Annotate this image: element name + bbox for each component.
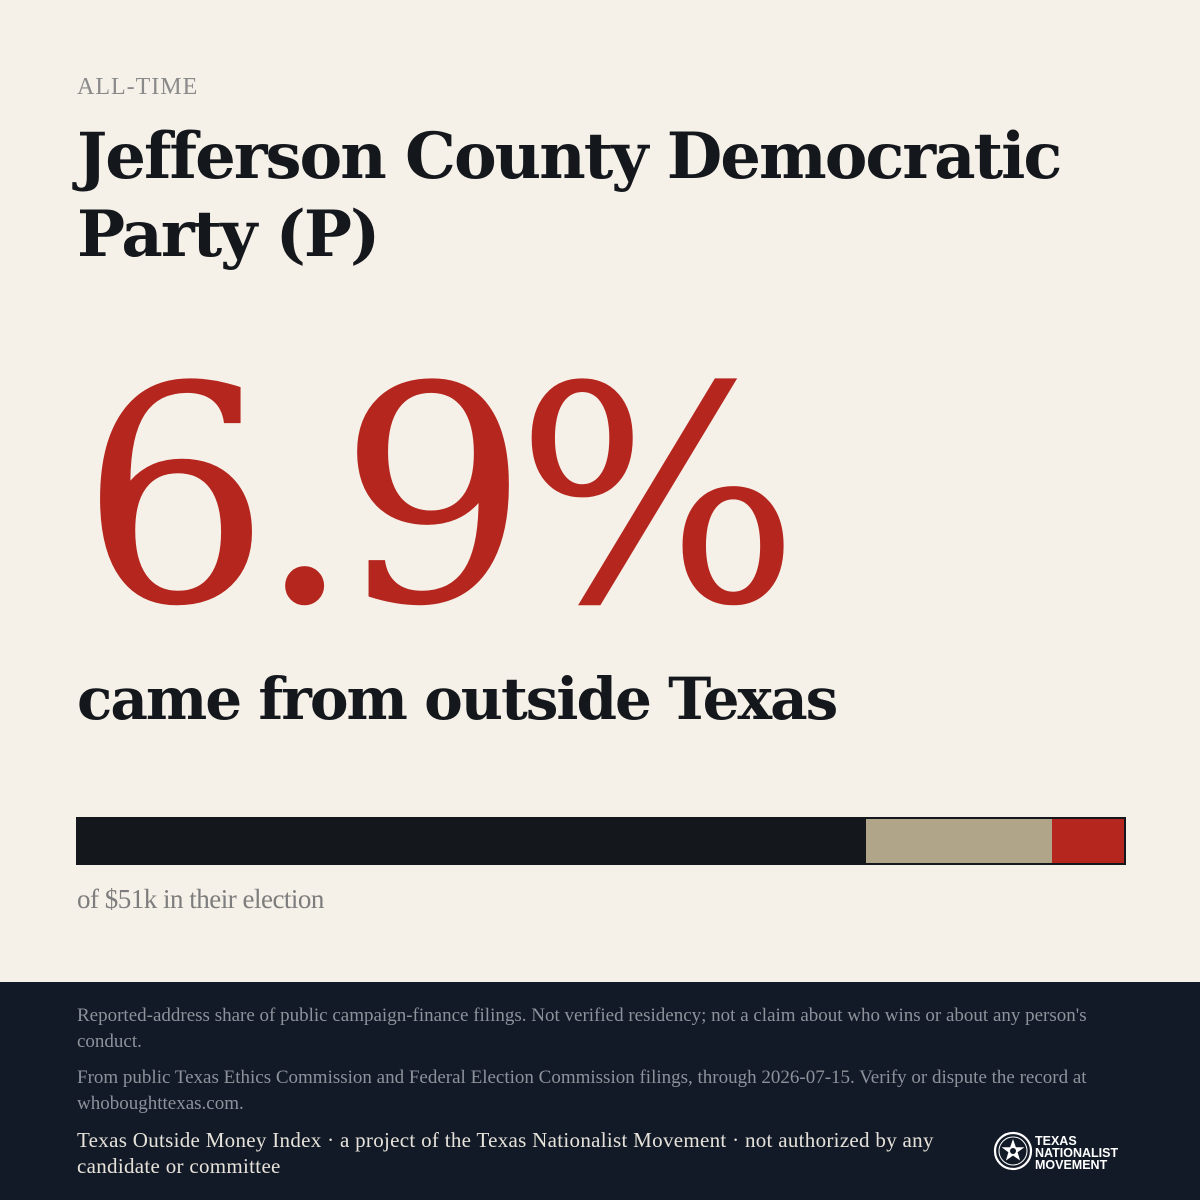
- committee-title: Jefferson County Democratic Party (P): [77, 119, 1062, 272]
- credit-text: Texas Outside Money Index · a project of…: [77, 1128, 934, 1178]
- period-label: ALL-TIME: [77, 74, 199, 100]
- bar-segment-outside-texas: [1051, 819, 1124, 863]
- logo-line-3: MOVEMENT: [1035, 1158, 1108, 1172]
- source-text: From public Texas Ethics Commission and …: [77, 1067, 1087, 1114]
- bar-segment-middle: [865, 819, 1052, 863]
- logo-line-2: NATIONALIST: [1035, 1146, 1119, 1160]
- outside-share-percent: 6.9%: [80, 323, 800, 672]
- logo-line-1: TEXAS: [1035, 1134, 1077, 1148]
- bar-segment-in-texas: [78, 819, 866, 863]
- logo-wordmark: TEXAS NATIONALIST MOVEMENT: [1035, 1134, 1119, 1172]
- funding-share-bar: [76, 817, 1126, 865]
- star-seal-icon: [993, 1131, 1033, 1175]
- stat-description: came from outside Texas: [77, 665, 838, 733]
- disclaimer-text: Reported-address share of public campaig…: [77, 1005, 1087, 1052]
- tnm-logo: TEXAS NATIONALIST MOVEMENT: [993, 1131, 1118, 1175]
- total-caption: of $51k in their election: [77, 884, 324, 914]
